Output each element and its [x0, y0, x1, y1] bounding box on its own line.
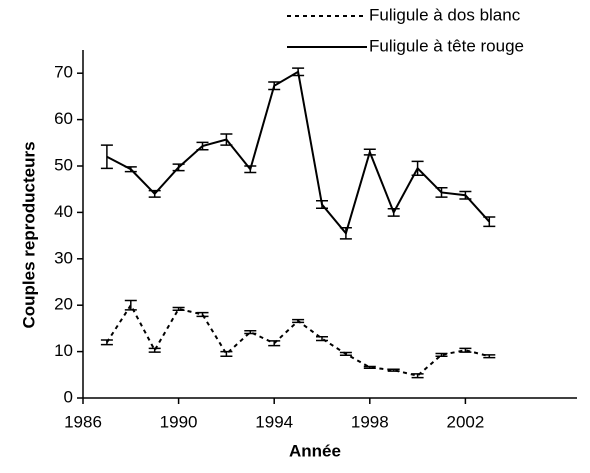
- error-bar: [387, 207, 400, 217]
- error-bar: [316, 200, 328, 209]
- error-bar: [435, 352, 448, 357]
- error-bar: [363, 365, 376, 370]
- error-bar: [268, 81, 281, 91]
- error-bar: [124, 166, 137, 173]
- error-bar: [172, 163, 185, 172]
- error-bar: [244, 165, 257, 174]
- error-bar: [411, 373, 424, 379]
- error-bar: [316, 336, 328, 342]
- error-bar: [196, 311, 209, 318]
- error-bar: [411, 160, 424, 177]
- x-tick-label: 1994: [255, 412, 293, 431]
- y-tick-label: 50: [54, 155, 73, 174]
- error-bar: [459, 347, 472, 353]
- x-tick-label: 1986: [64, 412, 102, 431]
- error-bar: [100, 339, 113, 346]
- y-axis-title: Couples reproducteurs: [19, 141, 38, 328]
- error-bar: [148, 347, 161, 353]
- y-tick-label: 0: [64, 387, 73, 406]
- error-bar: [339, 226, 352, 240]
- error-bar: [124, 299, 137, 311]
- error-bar: [292, 67, 305, 77]
- x-tick-label: 2002: [446, 412, 484, 431]
- x-axis-title: Année: [289, 441, 341, 460]
- series-line: [106, 303, 490, 377]
- y-tick-label: 30: [54, 248, 73, 267]
- x-tick-label: 1998: [351, 412, 389, 431]
- error-bar: [459, 190, 472, 200]
- y-tick-label: 70: [54, 63, 73, 82]
- error-bar: [268, 340, 281, 347]
- error-bar: [220, 350, 233, 357]
- error-bar: [363, 148, 376, 156]
- error-bar: [387, 368, 400, 372]
- error-bar: [220, 133, 233, 146]
- series-line: [106, 70, 491, 236]
- y-tick-label: 20: [54, 295, 73, 314]
- x-tick-label: 1990: [160, 412, 198, 431]
- error-bar: [244, 329, 257, 335]
- error-bar: [172, 306, 185, 312]
- error-bar: [483, 216, 496, 228]
- error-bar: [292, 318, 305, 324]
- error-bar: [100, 144, 113, 170]
- legend-label: Fuligule à dos blanc: [369, 5, 521, 24]
- legend-label: Fuligule à tête rouge: [369, 36, 524, 55]
- y-tick-label: 40: [54, 202, 73, 221]
- error-bar: [148, 189, 161, 198]
- error-bar: [196, 141, 209, 151]
- error-bar: [483, 354, 496, 359]
- error-bar: [435, 187, 448, 198]
- error-bar: [339, 351, 352, 357]
- y-tick-label: 10: [54, 341, 73, 360]
- y-tick-label: 60: [54, 109, 73, 128]
